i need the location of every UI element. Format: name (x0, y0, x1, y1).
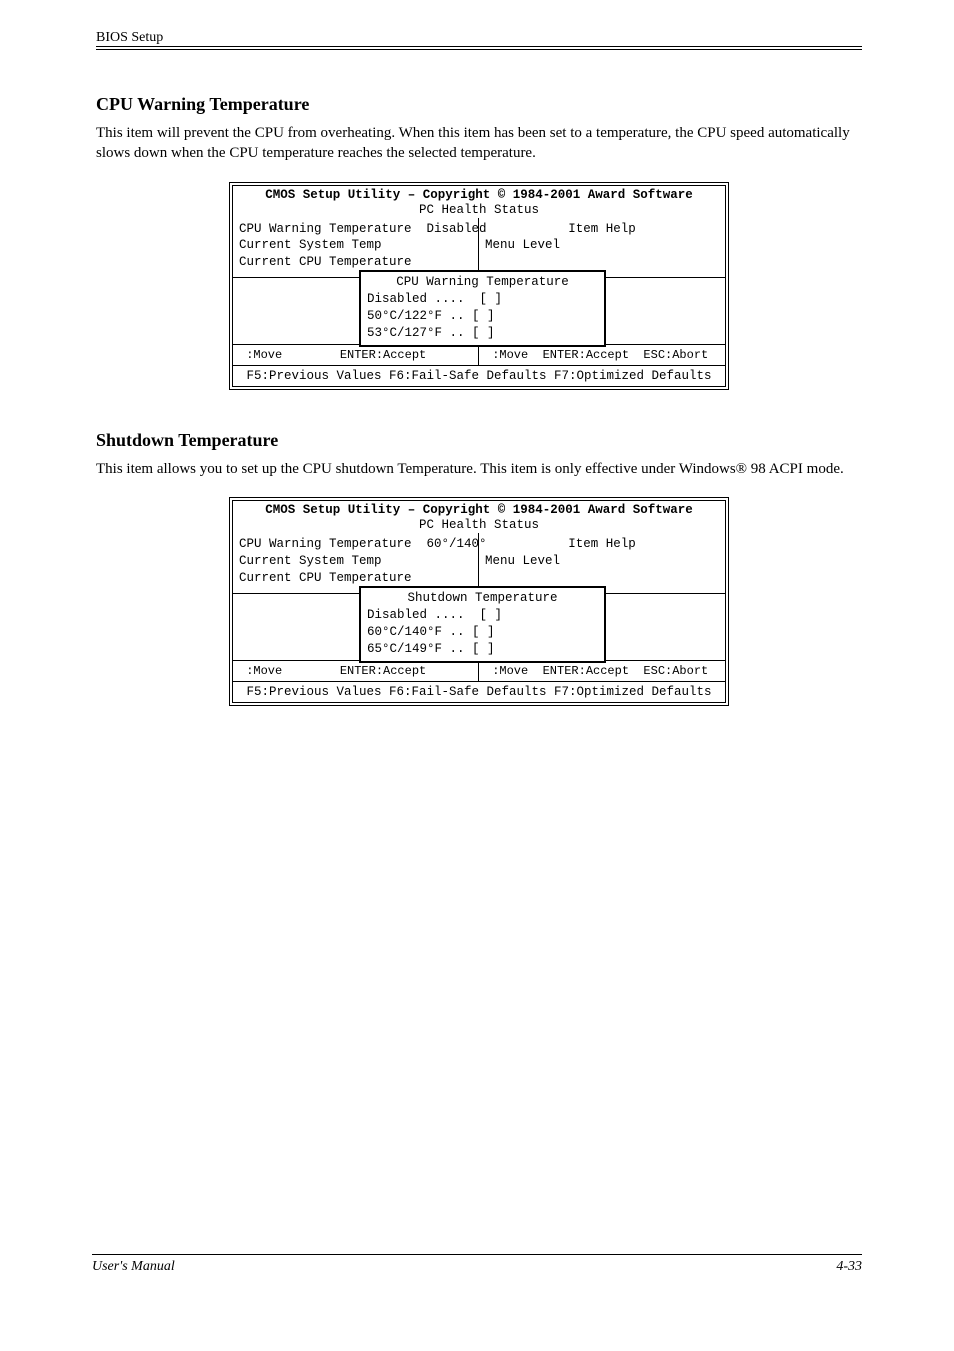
bios-option-row: Current System Temp (239, 553, 472, 570)
submenu-item[interactable]: 50°C/122°F .. [ ] (367, 308, 598, 325)
bios-option-row[interactable]: CPU Warning Temperature Disabled (239, 221, 472, 238)
bios-window-cpu-warning: CMOS Setup Utility – Copyright © 1984-20… (229, 182, 729, 391)
bios-title: CMOS Setup Utility – Copyright © 1984-20… (233, 501, 725, 518)
submenu-item[interactable]: Disabled .... [ ] (367, 607, 598, 624)
bios-option-row: Current CPU Temperature (239, 254, 472, 271)
bios-footer-keys: F5:Previous Values F6:Fail-Safe Defaults… (233, 681, 725, 702)
submenu-item[interactable]: 65°C/149°F .. [ ] (367, 641, 598, 658)
cpu-warning-submenu: CPU Warning Temperature Disabled .... [ … (359, 270, 606, 347)
header-rule-1 (96, 46, 862, 47)
bios-key-help: :Move ENTER:Accept :Move ENTER:Accept ES… (233, 660, 725, 681)
bios-key-help: :Move ENTER:Accept :Move ENTER:Accept ES… (233, 344, 725, 365)
footer-left: User's Manual (92, 1259, 175, 1275)
header-title: BIOS Setup (96, 30, 862, 46)
bios-right-panel: Item Help Menu Level (479, 218, 725, 278)
bios-right-panel: Item Help Menu Level (479, 533, 725, 593)
shutdown-submenu: Shutdown Temperature Disabled .... [ ] 6… (359, 586, 606, 663)
bios-left-panel: CPU Warning Temperature Disabled Current… (233, 218, 479, 278)
submenu-item[interactable]: 53°C/127°F .. [ ] (367, 325, 598, 342)
bios-window-shutdown: CMOS Setup Utility – Copyright © 1984-20… (229, 497, 729, 706)
item-help-title: Item Help (485, 221, 719, 238)
item-help-title: Item Help (485, 536, 719, 553)
footer-right: 4-33 (836, 1259, 862, 1275)
bios-subtitle: PC Health Status (233, 203, 725, 218)
submenu-title: CPU Warning Temperature (367, 275, 598, 289)
bios-option-row: Current CPU Temperature (239, 570, 472, 587)
help-left: :Move ENTER:Accept (233, 661, 479, 681)
submenu-container: Shutdown Temperature Disabled .... [ ] 6… (233, 594, 725, 660)
bios-left-panel: CPU Warning Temperature 60°/140° Current… (233, 533, 479, 593)
bios-option-row[interactable]: CPU Warning Temperature 60°/140° (239, 536, 472, 553)
section-heading-shutdown: Shutdown Temperature (96, 430, 862, 451)
submenu-title: Shutdown Temperature (367, 591, 598, 605)
bios-subtitle: PC Health Status (233, 518, 725, 533)
submenu-container: CPU Warning Temperature Disabled .... [ … (233, 278, 725, 344)
bios-option-row: Current System Temp (239, 237, 472, 254)
menu-level-row: Menu Level (485, 553, 719, 570)
help-right: :Move ENTER:Accept ESC:Abort (479, 661, 725, 681)
section-para-shutdown: This item allows you to set up the CPU s… (96, 459, 862, 479)
section-heading-cpu-warning: CPU Warning Temperature (96, 94, 862, 115)
menu-level-row: Menu Level (485, 237, 719, 254)
footer-rule (92, 1254, 862, 1255)
bios-footer-keys: F5:Previous Values F6:Fail-Safe Defaults… (233, 365, 725, 386)
bios-title: CMOS Setup Utility – Copyright © 1984-20… (233, 186, 725, 203)
submenu-item[interactable]: 60°C/140°F .. [ ] (367, 624, 598, 641)
submenu-item[interactable]: Disabled .... [ ] (367, 291, 598, 308)
help-right: :Move ENTER:Accept ESC:Abort (479, 345, 725, 365)
header-rule-2 (96, 49, 862, 50)
bios-body: CPU Warning Temperature 60°/140° Current… (233, 533, 725, 594)
page-footer: User's Manual 4-33 (92, 1254, 862, 1275)
section-para-cpu-warning: This item will prevent the CPU from over… (96, 123, 862, 164)
help-left: :Move ENTER:Accept (233, 345, 479, 365)
bios-body: CPU Warning Temperature Disabled Current… (233, 218, 725, 279)
